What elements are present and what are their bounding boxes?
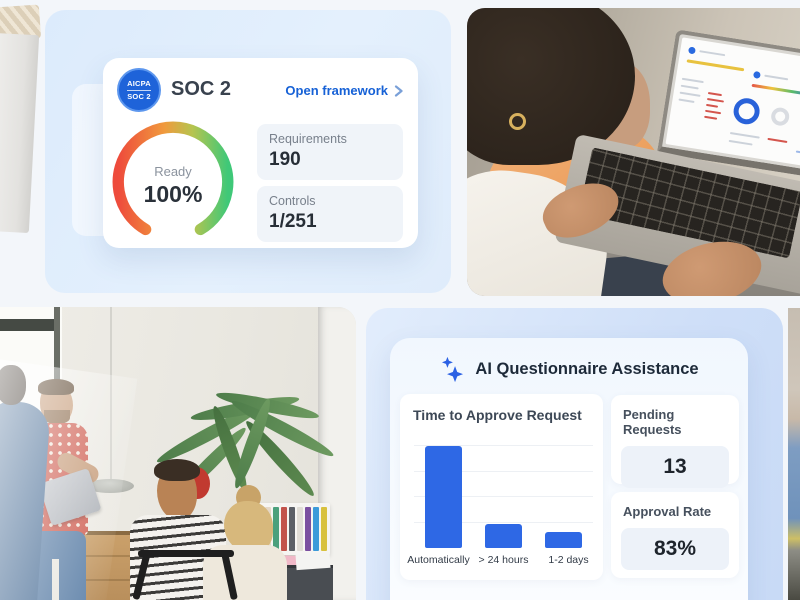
gridline <box>414 470 593 472</box>
stat-label: Requirements <box>269 132 347 146</box>
ai-title: AI Questionnaire Assistance <box>475 360 699 378</box>
framework-dot <box>687 46 696 55</box>
donut-chart-blue <box>731 96 762 127</box>
chair-frame <box>138 550 234 557</box>
open-framework-label: Open framework <box>285 83 388 98</box>
chart-title: Time to Approve Request <box>413 407 582 423</box>
kpi-label: Pending Requests <box>623 407 682 437</box>
ai-header: AI Questionnaire Assistance <box>390 356 748 383</box>
soc2-panel: AICPA SOC 2 SOC 2 Open framework <box>45 10 451 293</box>
approval-rate-card: Approval Rate 83% <box>611 492 739 578</box>
text-line <box>680 84 699 90</box>
pending-requests-value: 13 <box>621 446 729 488</box>
text-line <box>678 98 695 103</box>
bar <box>544 531 582 548</box>
seated-man-hair <box>154 459 200 481</box>
link-line <box>795 150 800 156</box>
stat-label: Controls <box>269 194 316 208</box>
soc2-title: SOC 2 <box>171 78 232 100</box>
table-red-row <box>706 97 725 103</box>
framework-dot <box>752 70 761 79</box>
aicpa-soc2-badge: AICPA SOC 2 <box>117 68 161 112</box>
approval-rate-value: 83% <box>621 528 729 570</box>
paper-stack <box>295 551 331 571</box>
text-line <box>679 91 701 97</box>
table-red-row <box>704 115 718 120</box>
controls-stat: Controls 1/251 <box>257 186 403 242</box>
blonde-woman-hair <box>224 501 273 553</box>
kpi-value: 13 <box>663 455 687 478</box>
ai-assistance-card: AI Questionnaire Assistance Time to Appr… <box>390 338 748 600</box>
chevron-right-icon <box>394 84 403 97</box>
bar <box>485 523 522 548</box>
bar-chart-plot <box>414 445 593 548</box>
text-line <box>728 139 753 146</box>
gauge-center: Ready 100% <box>111 164 235 208</box>
soc2-card: AICPA SOC 2 SOC 2 Open framework <box>103 58 418 248</box>
requirements-stat: Requirements 190 <box>257 124 403 180</box>
table-red-row <box>767 137 788 144</box>
text-line <box>681 77 704 84</box>
donut-chart-gray <box>769 106 791 127</box>
bar-column <box>533 446 593 548</box>
table-red-row <box>705 109 722 115</box>
text-line <box>699 50 726 57</box>
text-line <box>764 74 789 81</box>
gauge-value: 100% <box>143 181 203 207</box>
kpi-label: Approval Rate <box>623 504 712 519</box>
badge-line1: AICPA <box>127 79 151 88</box>
sparkles-icon <box>442 356 464 383</box>
badge-line2: SOC 2 <box>127 92 151 101</box>
bar-column <box>414 446 474 548</box>
kpi-value: 83% <box>653 537 697 560</box>
progress-bar-yellow <box>686 59 745 72</box>
time-to-approve-chart-card: Time to Approve Request Automatically > 2… <box>400 394 603 580</box>
badge-divider <box>127 89 151 91</box>
readiness-gauge: Ready 100% <box>111 120 235 244</box>
ai-assistance-panel: AI Questionnaire Assistance Time to Appr… <box>366 308 783 600</box>
window-frame <box>0 319 58 331</box>
gridline <box>414 445 593 446</box>
bar-label: > 24 hours <box>478 554 529 566</box>
bar-chart-bars <box>414 446 593 548</box>
left-photo-fragment-frame <box>0 32 40 234</box>
office-team-photo <box>0 307 356 600</box>
bar <box>425 446 463 548</box>
open-framework-link[interactable]: Open framework <box>285 83 404 98</box>
gridline <box>414 496 593 497</box>
bar-chart-labels: Automatically > 24 hours 1-2 days <box>406 554 601 566</box>
text-line <box>729 131 760 139</box>
progress-bar-rainbow <box>751 83 800 97</box>
right-photo-fragment <box>788 308 800 600</box>
hoop-earring <box>509 113 526 130</box>
gridline <box>414 521 593 523</box>
table-red-row <box>707 92 722 97</box>
gauge-label: Ready <box>154 164 192 179</box>
stat-value: 1/251 <box>269 211 317 232</box>
laptop-user-photo <box>467 8 800 296</box>
dashboard-mock <box>665 37 800 168</box>
gauge-arc <box>112 121 234 236</box>
bar-label: 1-2 days <box>548 554 589 566</box>
table-red-row <box>705 103 719 108</box>
pending-requests-card: Pending Requests 13 <box>611 395 739 488</box>
stat-value: 190 <box>269 149 301 170</box>
bar-column <box>474 446 534 548</box>
bar-label: Automatically <box>407 554 470 566</box>
